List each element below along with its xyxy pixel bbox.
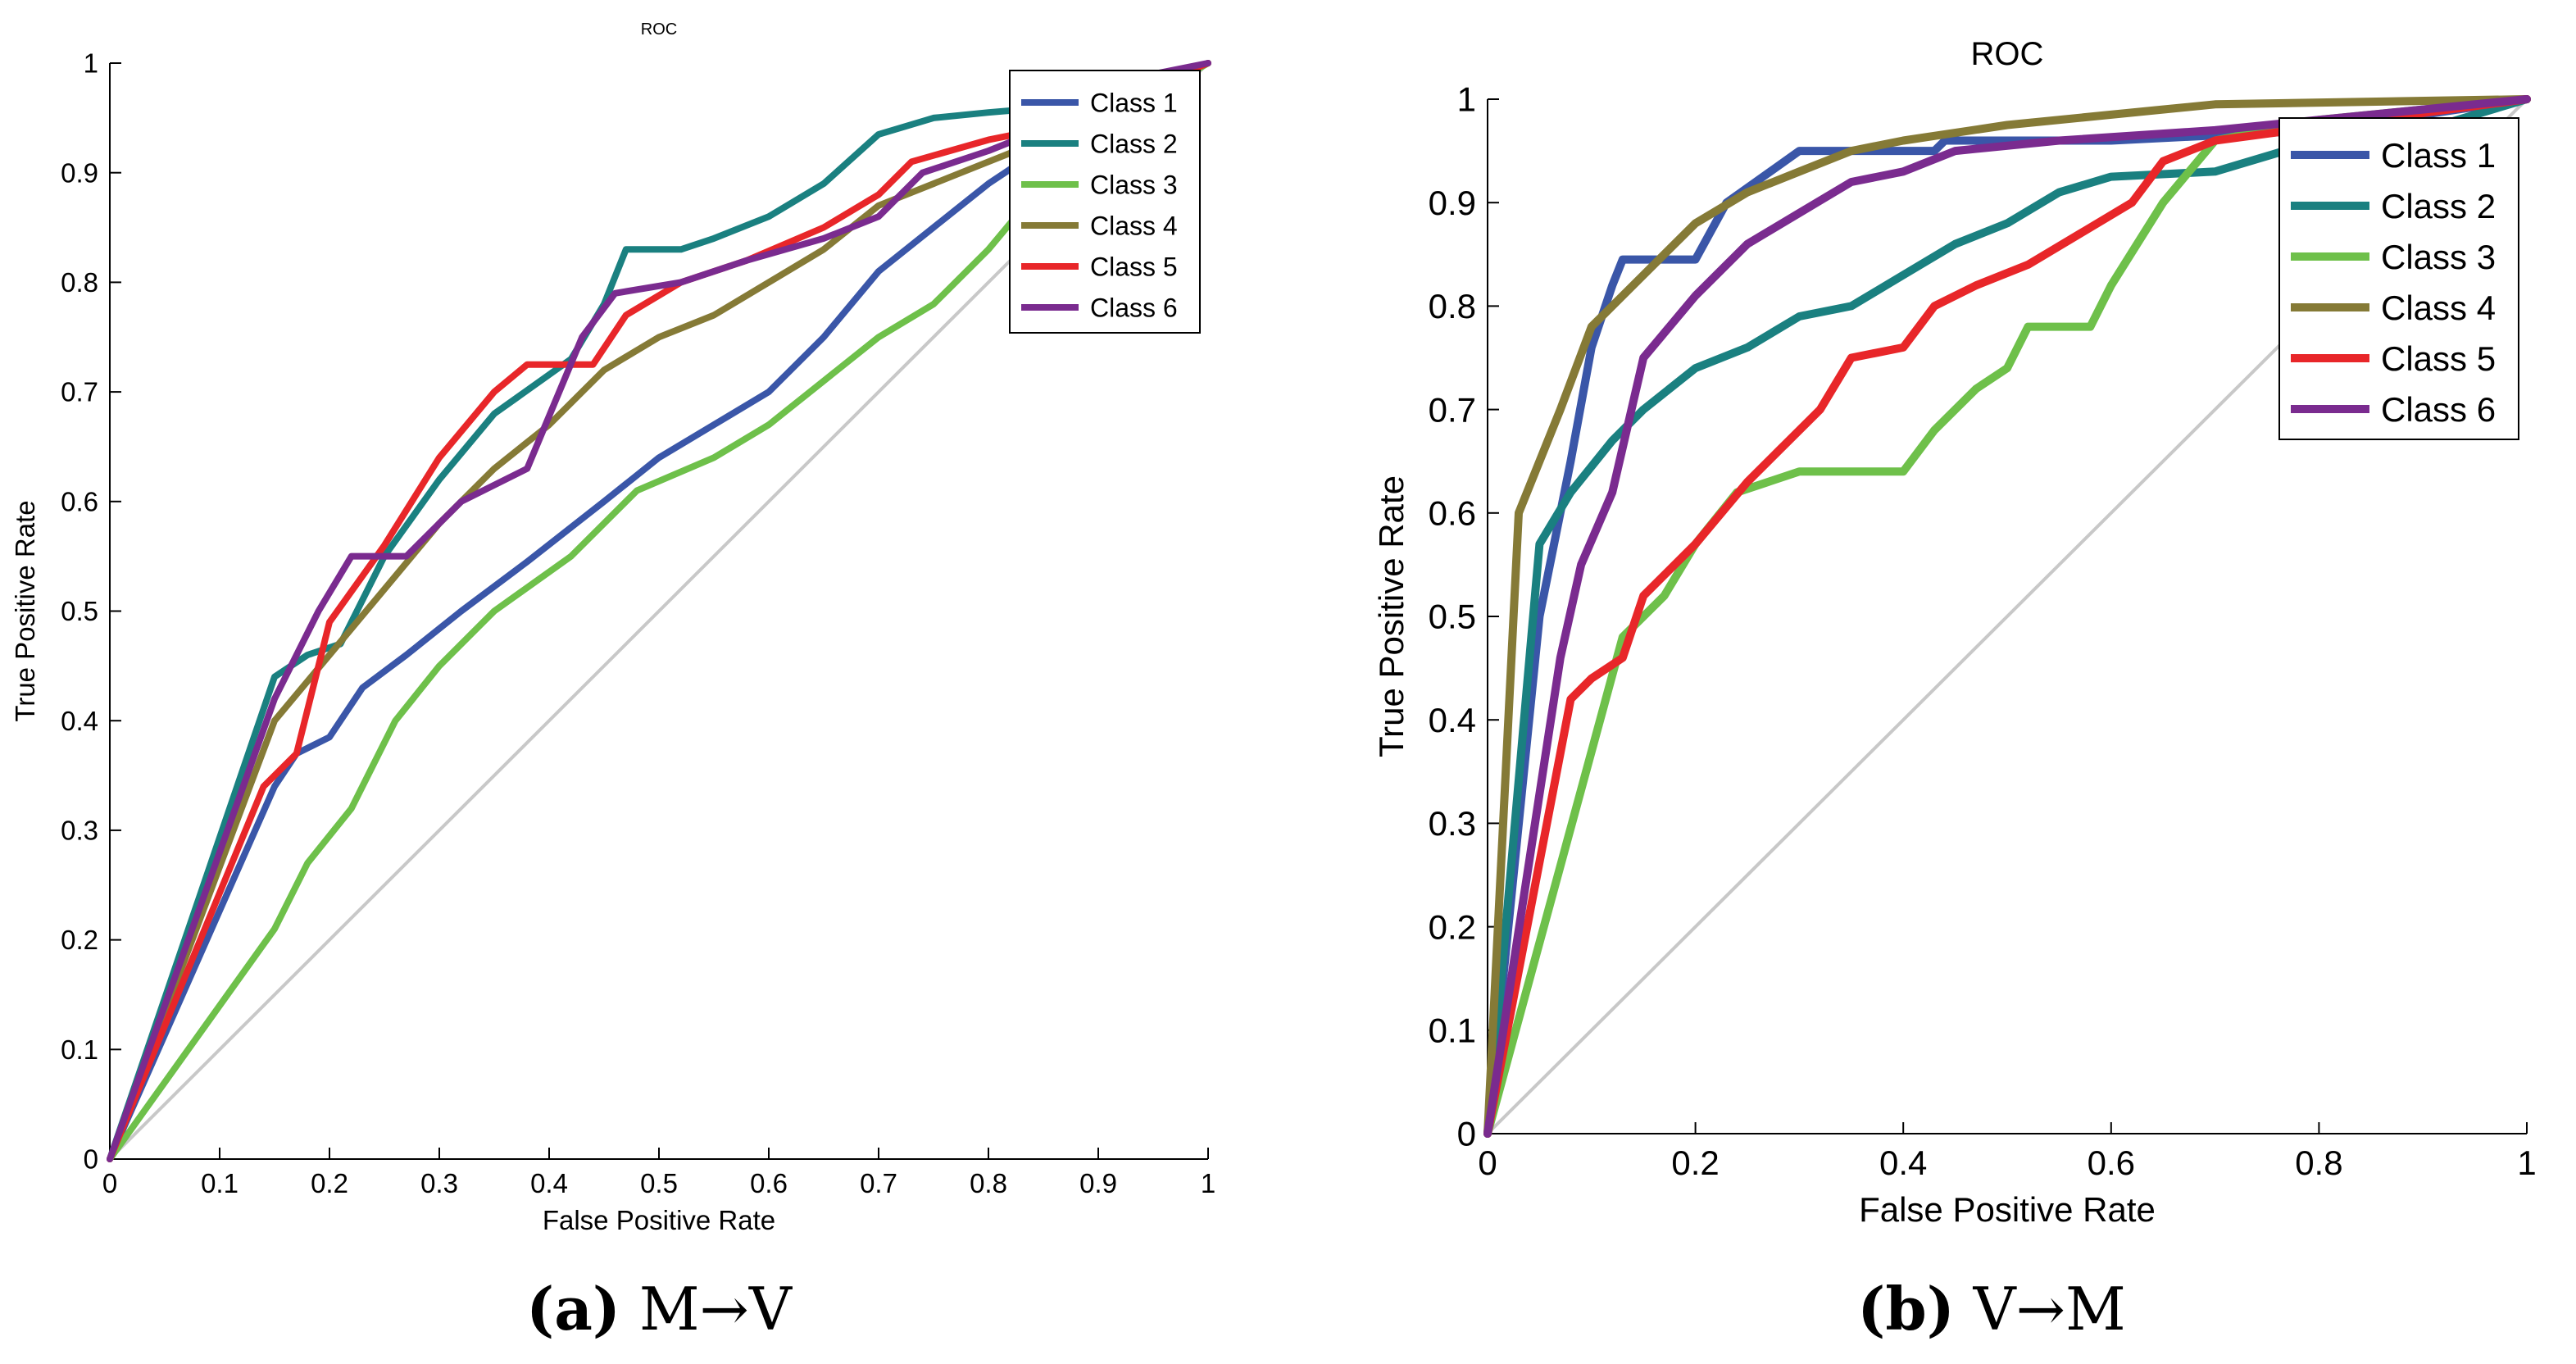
x-tick-label: 0.1 bbox=[201, 1168, 239, 1198]
y-tick-label: 1 bbox=[1457, 80, 1476, 119]
y-tick-label: 0.5 bbox=[1429, 598, 1476, 636]
x-tick-label: 1 bbox=[1201, 1168, 1215, 1198]
y-tick-label: 0 bbox=[84, 1144, 98, 1175]
legend-label: Class 3 bbox=[1090, 170, 1178, 200]
legend-label: Class 5 bbox=[2381, 339, 2496, 378]
x-tick-label: 0.4 bbox=[530, 1168, 568, 1198]
x-tick-label: 0 bbox=[102, 1168, 117, 1198]
caption-text: V→M bbox=[1973, 1275, 2126, 1344]
roc-line-class-2 bbox=[1483, 95, 2531, 1138]
legend-label: Class 2 bbox=[1090, 130, 1178, 159]
y-tick-label: 1 bbox=[84, 48, 98, 79]
y-tick-label: 0.5 bbox=[61, 596, 98, 626]
y-tick-label: 0.4 bbox=[61, 706, 98, 736]
y-tick-label: 0.9 bbox=[61, 157, 98, 188]
caption-spacer bbox=[620, 1275, 639, 1344]
y-tick-label: 0.7 bbox=[1429, 390, 1476, 429]
legend-label: Class 1 bbox=[2381, 136, 2496, 175]
caption-label: (a) bbox=[526, 1274, 620, 1344]
chart-panel-b: 0 0.2 0.4 0.6 0.8 1 0 0.1 0.2 0.3 0.4 0.5 0.6 0.7 0.8 0… bbox=[1372, 36, 2537, 1344]
x-tick-label: 1 bbox=[2517, 1143, 2536, 1182]
legend-label: Class 6 bbox=[2381, 390, 2496, 429]
legend: Class 1 Class 2 Class 3 Class 4 Class 5 Class… bbox=[1009, 70, 1201, 334]
chart-panel-a: 0 0.1 0.2 0.3 0.4 0.5 0.6 0.7 0.8 0.9 1 0 0.1 0.2 0.3 0… bbox=[10, 20, 1215, 1344]
y-tick-label: 0.1 bbox=[1429, 1012, 1476, 1050]
legend-box bbox=[1009, 70, 1201, 334]
panel-caption: (b) V→M bbox=[1857, 1274, 2125, 1344]
legend-label: Class 5 bbox=[1090, 252, 1178, 282]
legend-label: Class 4 bbox=[2381, 289, 2496, 327]
legend-box bbox=[2278, 117, 2519, 440]
x-tick-label: 0.7 bbox=[860, 1168, 897, 1198]
y-tick-label: 0 bbox=[1457, 1115, 1476, 1153]
legend-label: Class 1 bbox=[1090, 89, 1178, 118]
roc-line-class-5 bbox=[1483, 95, 2531, 1138]
y-tick-label: 0.8 bbox=[1429, 287, 1476, 325]
y-tick-label: 0.7 bbox=[61, 377, 98, 407]
caption-label: (b) bbox=[1857, 1274, 1954, 1344]
y-axis-label: True Positive Rate bbox=[10, 500, 40, 721]
y-tick-label: 0.1 bbox=[61, 1034, 98, 1065]
x-tick-label: 0.6 bbox=[750, 1168, 788, 1198]
chart-title: ROC bbox=[1971, 36, 2044, 72]
x-tick-label: 0.4 bbox=[1879, 1143, 1927, 1182]
x-tick-label: 0.5 bbox=[640, 1168, 678, 1198]
x-tick-label: 0.8 bbox=[2295, 1143, 2342, 1182]
y-tick-label: 0.2 bbox=[1429, 907, 1476, 946]
y-tick-label: 0.6 bbox=[1429, 494, 1476, 533]
y-tick-label: 0.8 bbox=[61, 267, 98, 298]
x-tick-label: 0.3 bbox=[420, 1168, 458, 1198]
roc-line-class-4 bbox=[1483, 95, 2531, 1138]
x-tick-label: 0.8 bbox=[970, 1168, 1007, 1198]
x-axis-label: False Positive Rate bbox=[1859, 1190, 2156, 1229]
caption-spacer bbox=[1955, 1275, 1974, 1344]
y-tick-label: 0.4 bbox=[1429, 701, 1476, 739]
legend-label: Class 2 bbox=[2381, 187, 2496, 225]
caption-text: M→V bbox=[639, 1275, 793, 1344]
y-tick-label: 0.6 bbox=[61, 486, 98, 516]
roc-line-class-3 bbox=[1483, 95, 2531, 1138]
y-axis-label: True Positive Rate bbox=[1372, 475, 1411, 757]
legend-label: Class 6 bbox=[1090, 293, 1178, 323]
chart-title: ROC bbox=[641, 20, 677, 39]
x-tick-label: 0.2 bbox=[311, 1168, 348, 1198]
y-tick-label: 0.3 bbox=[1429, 804, 1476, 843]
y-tick-label: 0.9 bbox=[1429, 184, 1476, 222]
y-tick-label: 0.3 bbox=[61, 815, 98, 845]
legend-label: Class 3 bbox=[2381, 238, 2496, 276]
x-tick-label: 0 bbox=[1478, 1143, 1497, 1182]
legend-label: Class 4 bbox=[1090, 211, 1178, 241]
roc-line-class-6 bbox=[1483, 95, 2531, 1138]
x-tick-label: 0.9 bbox=[1079, 1168, 1117, 1198]
legend: Class 1 Class 2 Class 3 Class 4 Class 5 Class… bbox=[2278, 117, 2519, 440]
x-tick-label: 0.2 bbox=[1671, 1143, 1719, 1182]
panel-caption: (a) M→V bbox=[526, 1274, 793, 1344]
x-axis-label: False Positive Rate bbox=[543, 1205, 775, 1235]
y-tick-label: 0.2 bbox=[61, 925, 98, 955]
x-tick-label: 0.6 bbox=[2088, 1143, 2135, 1182]
